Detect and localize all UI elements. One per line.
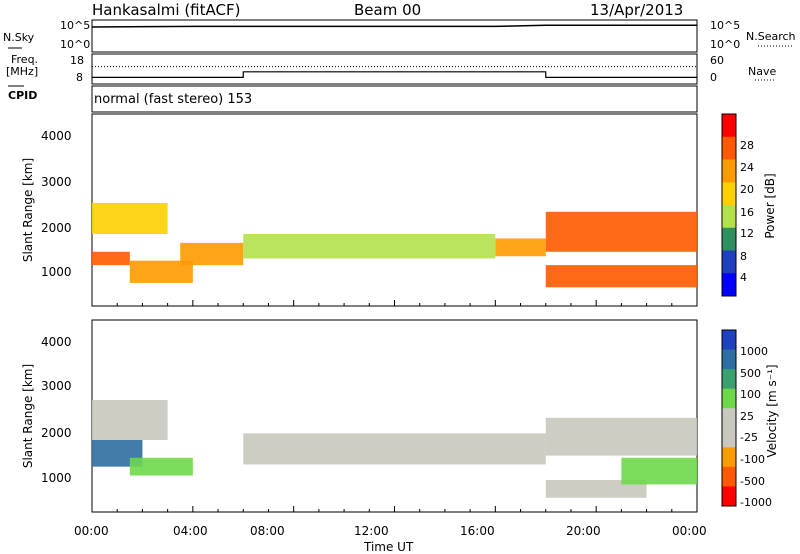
nsearch-tick-top: 10^5	[710, 19, 741, 32]
freq-unit: [MHz]	[6, 65, 39, 78]
power-colorbar-segment-3	[722, 182, 736, 206]
velocity-colorbar-segment-4	[722, 408, 736, 429]
vel-ytick-1000: 1000	[41, 471, 72, 485]
xtick-1200: 12:00	[354, 524, 389, 538]
vel-cb-tick-m100: -100	[740, 453, 765, 466]
power-colorbar-segment-4	[722, 205, 736, 229]
velocity-band-3	[243, 433, 546, 465]
power-cb-tick-16: 16	[740, 206, 754, 219]
vel-cb-tick-100: 100	[740, 388, 761, 401]
freq-tick-bottom: 8	[76, 71, 83, 84]
power-band-5	[495, 238, 546, 257]
power-band-2	[129, 260, 193, 283]
power-cb-tick-24: 24	[740, 161, 754, 174]
vel-cb-tick-m500: -500	[740, 475, 765, 488]
xtick-0800: 08:00	[250, 524, 285, 538]
power-colorbar-segment-2	[722, 159, 736, 183]
xtick-0400: 04:00	[173, 524, 208, 538]
nave-tick-bottom: 0	[710, 71, 717, 84]
power-colorbar-segment-6	[722, 250, 736, 274]
power-cb-tick-12: 12	[740, 227, 754, 240]
power-band-4	[243, 234, 496, 259]
xtick-0000: 00:00	[74, 524, 109, 538]
velocity-colorbar-segment-5	[722, 427, 736, 448]
nsky-label: N.Sky	[3, 31, 35, 44]
nsky-tick-top: 10^5	[60, 19, 91, 32]
xlabel: Time UT	[364, 540, 414, 554]
velocity-colorbar-segment-6	[722, 447, 736, 468]
vel-cb-tick-1000: 1000	[740, 345, 768, 358]
cpid-label: CPID	[8, 89, 38, 102]
velocity-colorbar-segment-8	[722, 486, 736, 507]
velocity-colorbar-segment-2	[722, 369, 736, 390]
nsearch-label: N.Search	[746, 30, 796, 43]
power-colorbar-segment-0	[722, 114, 736, 138]
power-colorbar-segment-7	[722, 273, 736, 297]
power-ytick-4000: 4000	[41, 129, 72, 143]
nsky-series-line	[91, 24, 697, 28]
cpid-panel-frame	[91, 85, 698, 113]
freq-tick-top: 18	[70, 54, 84, 67]
power-band-7	[545, 265, 697, 288]
nave-label: Nave	[748, 65, 777, 78]
velocity-band-4	[545, 417, 697, 456]
velocity-colorbar-segment-3	[722, 388, 736, 409]
power-band-0	[92, 251, 130, 266]
power-band-3	[180, 242, 244, 266]
nsearch-tick-bottom: 10^0	[710, 38, 741, 51]
power-cb-tick-28: 28	[740, 139, 754, 152]
velocity-colorbar-segment-7	[722, 466, 736, 487]
power-ytick-1000: 1000	[41, 265, 72, 279]
power-band-6	[545, 211, 697, 252]
velocity-colorbar-segment-1	[722, 349, 736, 370]
freq-line	[92, 66, 697, 78]
velocity-colorbar-frame	[721, 329, 737, 507]
velocity-band-0	[92, 400, 168, 440]
colorbars	[721, 113, 737, 507]
xtick-2000: 20:00	[566, 524, 601, 538]
date-title: 13/Apr/2013	[590, 1, 684, 19]
power-band-1	[92, 202, 168, 234]
power-heatmap	[92, 202, 697, 288]
vel-cb-tick-m25: -25	[740, 431, 758, 444]
nsky-tick-bottom: 10^0	[60, 38, 91, 51]
velocity-colorbar-segment-0	[722, 330, 736, 351]
vel-cb-tick-500: 500	[740, 367, 761, 380]
power-colorbar-frame	[721, 113, 737, 297]
cpid-text: normal (fast stereo) 153	[94, 92, 253, 107]
vel-ytick-2000: 2000	[41, 426, 72, 440]
power-ytick-2000: 2000	[41, 221, 72, 235]
top-panel-frame	[91, 19, 698, 53]
beam-title: Beam 00	[354, 1, 422, 19]
xtick-2400: 00:00	[672, 524, 707, 538]
power-cb-tick-8: 8	[740, 250, 747, 263]
freq-series-line	[92, 71, 697, 78]
power-cb-tick-4: 4	[740, 271, 747, 284]
vel-ytick-4000: 4000	[41, 335, 72, 349]
vel-cb-tick-m1000: -1000	[740, 496, 772, 509]
velocity-band-5	[545, 480, 647, 498]
nave-tick-top: 60	[710, 54, 724, 67]
power-cb-tick-20: 20	[740, 183, 754, 196]
vel-cb-tick-25: 25	[740, 410, 754, 423]
xtick-1600: 16:00	[460, 524, 495, 538]
velocity-band-6	[621, 457, 697, 485]
power-colorbar-segment-5	[722, 227, 736, 251]
freq-panel-frame	[91, 53, 698, 85]
velocity-heatmap	[92, 400, 697, 498]
freq-label: Freq.	[11, 53, 39, 66]
vel-ytick-3000: 3000	[41, 379, 72, 393]
power-colorbar-segment-1	[722, 136, 736, 160]
velocity-band-2	[129, 457, 193, 476]
nsky-line	[91, 24, 697, 28]
power-ytick-3000: 3000	[41, 175, 72, 189]
station-title: Hankasalmi (fitACF)	[92, 1, 241, 19]
axis-ticks	[91, 300, 698, 512]
